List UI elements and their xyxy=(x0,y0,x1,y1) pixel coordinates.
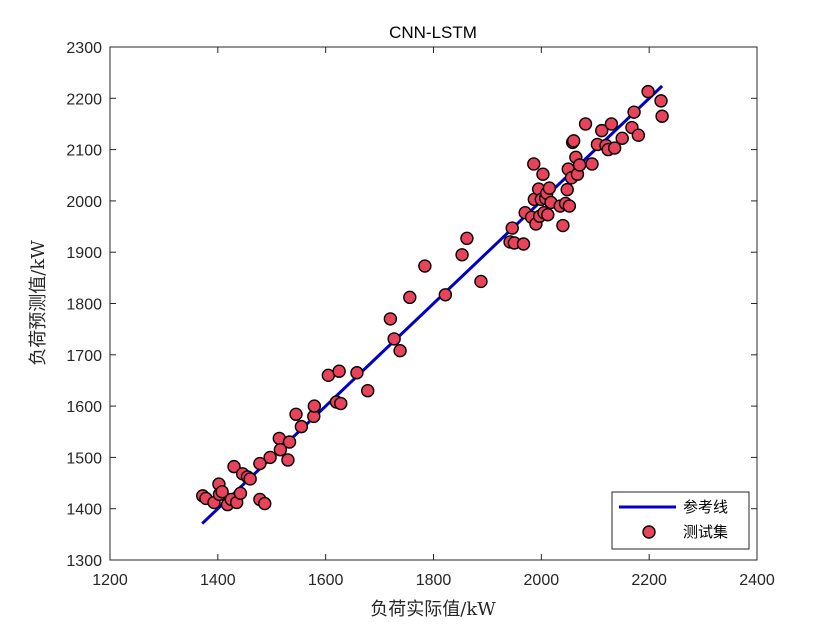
data-point xyxy=(578,117,593,131)
data-point xyxy=(418,259,432,273)
data-point xyxy=(560,182,574,197)
y-tick-label: 1600 xyxy=(66,399,102,416)
data-point xyxy=(542,181,557,195)
y-tick-label: 1400 xyxy=(66,502,102,519)
data-point xyxy=(595,123,609,138)
y-axis-ticks: 1300 1400 1500 1600 1700 1800 1900 2000 2100 2200… xyxy=(66,40,757,570)
data-point xyxy=(474,274,488,289)
data-point xyxy=(383,312,398,326)
data-point xyxy=(282,435,297,449)
data-point xyxy=(387,332,401,346)
legend-label-test-set: 测试集 xyxy=(683,523,728,541)
data-point xyxy=(438,288,453,302)
data-point xyxy=(307,399,322,413)
data-point xyxy=(615,131,629,146)
data-point xyxy=(516,237,531,251)
data-point xyxy=(233,486,248,501)
y-tick-label: 1800 xyxy=(66,297,102,314)
data-point xyxy=(655,109,669,123)
data-point xyxy=(604,117,619,131)
y-tick-label: 1900 xyxy=(66,245,102,262)
data-point xyxy=(334,396,348,411)
data-point xyxy=(258,496,272,511)
y-tick-label: 2000 xyxy=(66,194,102,211)
data-point xyxy=(227,459,241,474)
data-point xyxy=(631,128,646,142)
data-point xyxy=(215,485,229,499)
y-tick-label: 1300 xyxy=(66,553,102,570)
legend-label-reference-line: 参考线 xyxy=(683,498,728,516)
y-tick-label: 1700 xyxy=(66,348,102,365)
data-point xyxy=(566,134,581,148)
data-point xyxy=(289,407,303,422)
data-point xyxy=(607,141,622,155)
x-tick-label: 1200 xyxy=(92,572,128,589)
data-point xyxy=(460,231,474,246)
data-point xyxy=(641,84,655,99)
y-tick-label: 2200 xyxy=(66,91,102,108)
data-point xyxy=(585,157,599,171)
x-tick-label: 1400 xyxy=(200,572,236,589)
x-axis-label: 负荷实际值/kW xyxy=(370,599,496,620)
x-tick-label: 1800 xyxy=(416,572,452,589)
data-point xyxy=(393,343,407,358)
y-axis-label: 负荷预测值/kW xyxy=(28,240,49,366)
data-point xyxy=(273,443,288,457)
x-tick-label: 2000 xyxy=(524,572,560,589)
data-point xyxy=(654,94,668,108)
x-axis-ticks: 1200 1400 1600 1800 2000 2200 2400 xyxy=(92,47,775,589)
data-point xyxy=(562,199,577,213)
data-point xyxy=(403,290,417,305)
data-point xyxy=(572,158,587,172)
data-point xyxy=(505,221,519,235)
y-tick-label: 1500 xyxy=(66,450,102,467)
data-point xyxy=(294,419,309,434)
legend: 参考线 测试集 xyxy=(611,491,750,550)
chart-title: CNN-LSTM xyxy=(389,23,477,42)
data-point xyxy=(281,453,295,467)
data-point xyxy=(263,450,277,465)
data-point xyxy=(332,364,346,378)
y-tick-label: 2100 xyxy=(66,143,102,160)
data-point xyxy=(361,384,375,398)
data-point xyxy=(556,218,570,233)
x-tick-label: 2400 xyxy=(739,572,775,589)
legend-box xyxy=(611,491,750,550)
data-point xyxy=(253,456,267,471)
y-tick-label: 2300 xyxy=(66,40,102,57)
data-point xyxy=(455,248,469,262)
data-point xyxy=(527,157,541,171)
series-layer xyxy=(196,84,669,525)
x-tick-label: 1600 xyxy=(308,572,344,589)
legend-marker-swatch xyxy=(642,525,656,539)
data-point xyxy=(243,472,257,486)
data-point xyxy=(627,105,641,119)
x-tick-label: 2200 xyxy=(631,572,667,589)
data-point xyxy=(536,167,550,181)
data-point xyxy=(350,366,364,380)
data-point xyxy=(541,208,555,222)
